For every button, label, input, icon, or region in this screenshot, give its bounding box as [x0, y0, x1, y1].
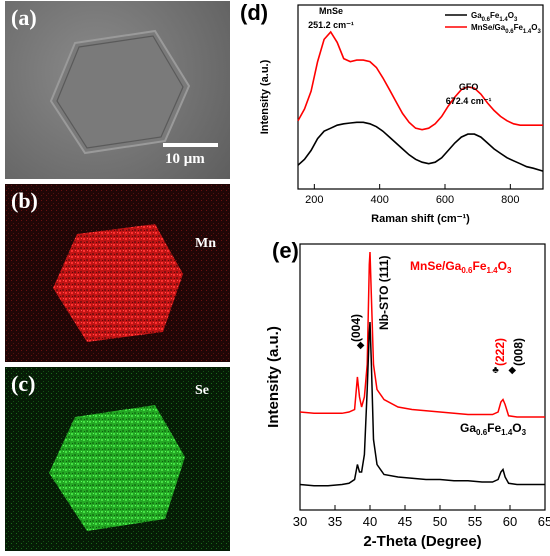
x-tick-label: 800: [501, 194, 519, 206]
x-tick-label: 35: [328, 514, 342, 529]
annotation-mnse: MnSe: [319, 6, 343, 16]
scale-bar: [163, 143, 218, 147]
se-map-panel: (c) Se: [5, 367, 230, 551]
series-line: [297, 121, 544, 172]
panel-label-e: (e): [272, 240, 299, 263]
diamond-marker: ◆: [357, 340, 365, 351]
diamond-marker: ◆: [508, 365, 516, 376]
annotation-004: (004): [349, 314, 363, 342]
series-line: [299, 251, 545, 418]
annotation-008: (008): [511, 338, 525, 366]
annotation-nb-sto: Nb-STO (111): [377, 256, 391, 330]
raman-chart: (d) 200 400 600 800 Raman shift (cm⁻¹) Intens…: [240, 0, 544, 225]
series-line: [297, 30, 543, 131]
element-label-se: Se: [195, 383, 209, 398]
sem-hexagon: [49, 29, 218, 155]
annotation-sample-gfo: Ga0.6Fe1.4O3: [460, 421, 527, 437]
xrd-chart: (e) 30 35 40 45 50 55 60 65 2-Theta (Degree) Inte…: [265, 240, 550, 550]
x-tick-label: 60: [503, 514, 517, 529]
sem-image-panel: (a) 10 μm: [5, 1, 230, 179]
annotation-222: (222): [493, 338, 507, 366]
se-map: [5, 367, 230, 551]
annotation-gfo: GFO: [459, 82, 479, 92]
panel-label-b: (b): [11, 188, 38, 213]
legend-entry: Ga0.6Fe1.4O3: [471, 11, 518, 23]
plot-frame: [299, 243, 546, 511]
element-label-mn: Mn: [195, 236, 216, 251]
scale-bar-label: 10 μm: [165, 151, 205, 167]
x-axis-label: Raman shift (cm⁻¹): [371, 213, 470, 225]
x-tick-label: 50: [433, 514, 447, 529]
x-tick-label: 65: [538, 514, 550, 529]
annotation-mnse-shift: 251.2 cm⁻¹: [308, 20, 354, 30]
club-marker: ♣: [492, 365, 499, 376]
annotation-sample-mnse: MnSe/Ga0.6Fe1.4O3: [410, 259, 512, 275]
y-axis-label: Intensity (a.u.): [265, 326, 282, 428]
x-tick-label: 55: [468, 514, 482, 529]
annotation-gfo-shift: 672.4 cm⁻¹: [446, 96, 492, 106]
x-tick-label: 400: [370, 194, 388, 206]
panel-label-d: (d): [240, 0, 268, 25]
x-tick-label: 45: [398, 514, 412, 529]
panel-label-c: (c): [11, 371, 36, 396]
mn-map: [5, 184, 230, 362]
series-line: [299, 321, 545, 487]
x-tick-label: 40: [363, 514, 377, 529]
x-tick-label: 200: [305, 194, 323, 206]
x-tick-label: 600: [436, 194, 454, 206]
y-axis-label: Intensity (a.u.): [259, 59, 271, 134]
x-tick-label: 30: [293, 514, 307, 529]
x-axis-label: 2-Theta (Degree): [363, 533, 481, 550]
plot-frame: [297, 4, 544, 190]
panel-label-a: (a): [11, 5, 37, 30]
legend-entry: MnSe/Ga0.6Fe1.4O3: [471, 23, 542, 35]
mn-map-panel: (b) Mn: [5, 184, 230, 362]
